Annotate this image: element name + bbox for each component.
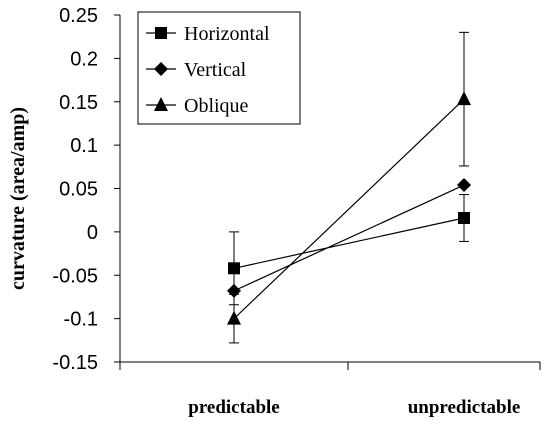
series-horizontal [228,194,470,306]
legend: Horizontal Vertical Oblique [137,11,301,125]
axes: 0.25 0.2 0.15 0.1 0.05 0 -0.05 -0.1 -0.15 predict… [52,5,541,418]
legend-marker-horizontal [155,27,167,39]
data-point-horizontal [228,262,240,275]
y-tick-label: 0.1 [70,135,98,157]
y-tick-label: -0.15 [52,352,98,374]
data-point-oblique [227,310,241,325]
series-line-vertical [233,184,465,292]
series-line-oblique [233,98,465,320]
data-point-horizontal [458,211,470,224]
series-line-horizontal [233,217,465,269]
series-layer [227,31,471,344]
y-axis-title: curvature (area/amp) [7,107,29,290]
y-tick-label: 0 [87,222,98,244]
data-point-oblique [457,91,471,106]
legend-label-horizontal: Horizontal [184,23,270,45]
y-tick-label: -0.05 [52,265,98,287]
y-tick-label: 0.2 [70,48,98,70]
y-tick-label: 0.25 [59,5,98,27]
x-tick-label: predictable [188,397,279,418]
x-tick-label: unpredictable [408,397,521,418]
series-vertical [227,178,471,298]
data-point-vertical [457,178,471,193]
legend-label-vertical: Vertical [184,59,247,81]
legend-marker-vertical [154,62,168,76]
y-tick-label: -0.1 [64,309,98,331]
y-tick-label: 0.05 [59,179,98,201]
y-tick-label: 0.15 [59,92,98,114]
legend-label-oblique: Oblique [184,95,249,117]
series-oblique [227,31,471,344]
legend-marker-oblique [154,97,168,111]
